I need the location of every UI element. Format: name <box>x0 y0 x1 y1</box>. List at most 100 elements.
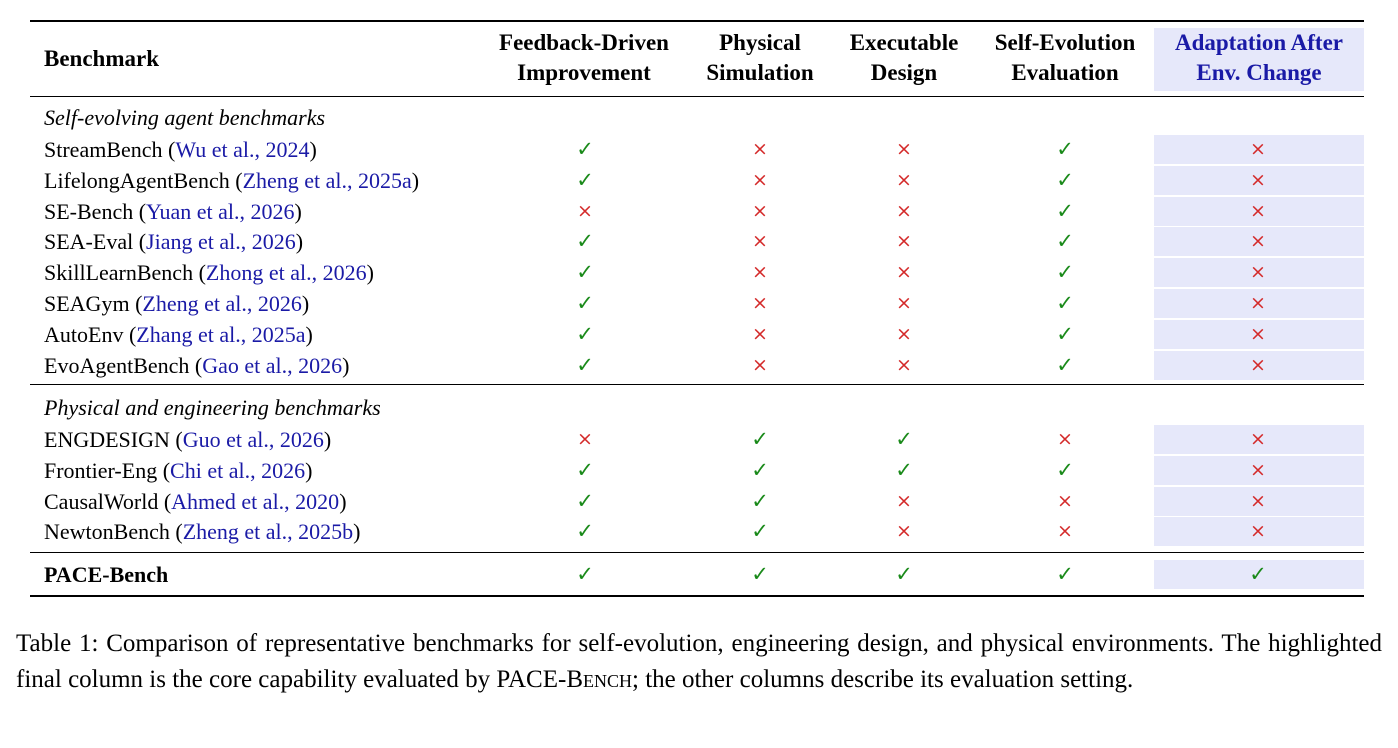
benchmark-name: SkillLearnBench <box>44 260 194 286</box>
check-icon: ✓ <box>576 291 594 315</box>
cite-close: ) <box>353 519 361 545</box>
cross-icon: × <box>896 168 912 191</box>
header-benchmark: Benchmark <box>44 46 159 71</box>
cite-close: ) <box>323 427 332 452</box>
row-label: SEA-Eval (Jiang et al., 2026) <box>44 226 303 257</box>
header-physical-line1: Physical <box>719 30 801 55</box>
header-selfevo-line2: Evaluation <box>1011 60 1119 85</box>
row-label: PACE-Bench <box>44 559 168 590</box>
header-adapt-line1: Adaptation After <box>1174 30 1344 55</box>
check-icon: ✓ <box>1056 457 1074 482</box>
check-icon: ✓ <box>1056 137 1074 161</box>
cross-icon: × <box>752 292 768 314</box>
top-rule <box>30 20 1364 22</box>
header-physical-simulation: Physical Simulation <box>690 28 830 88</box>
benchmark-name: NewtonBench <box>44 519 170 545</box>
cite-close: ) <box>295 229 304 255</box>
benchmark-name: Frontier-Eng <box>44 457 158 483</box>
row-label: EvoAgentBench (Gao et al., 2026) <box>44 350 349 381</box>
cite-open: ( <box>229 167 243 193</box>
cite-open: ( <box>158 488 172 514</box>
check-icon: ✓ <box>1056 352 1074 377</box>
table-row: SEA-Eval (Jiang et al., 2026) ✓ × × ✓ × <box>30 226 1364 257</box>
check-icon: ✓ <box>751 457 769 482</box>
caption-part1: Table 1: Comparison of representative be… <box>16 630 1382 693</box>
check-icon: ✓ <box>576 352 594 377</box>
cross-icon: × <box>752 261 768 284</box>
citation-link[interactable]: Chi et al., 2026 <box>170 457 306 483</box>
citation-link[interactable]: Gao et al., 2026 <box>202 352 343 378</box>
cite-close: ) <box>342 352 350 378</box>
header-executable-line2: Design <box>870 60 938 85</box>
table-row: AutoEnv (Zhang et al., 2025a) ✓ × × ✓ × <box>30 319 1364 350</box>
citation-link[interactable]: Zhang et al., 2025a <box>136 321 306 347</box>
highlight-cell <box>1154 517 1364 547</box>
citation-link[interactable]: Jiang et al., 2026 <box>146 229 296 255</box>
benchmark-name: PACE-Bench <box>44 562 169 587</box>
citation-link[interactable]: Zheng et al., 2026 <box>142 291 302 316</box>
cite-open: ( <box>133 229 147 255</box>
cross-icon: × <box>752 168 768 191</box>
cross-icon: × <box>896 520 912 543</box>
check-icon: ✓ <box>576 321 594 346</box>
cross-icon: × <box>1057 520 1073 543</box>
cross-icon: × <box>1250 520 1266 543</box>
cross-icon: × <box>896 199 912 222</box>
citation-link[interactable]: Ahmed et al., 2020 <box>171 488 340 514</box>
final-divider <box>30 552 1364 553</box>
bottom-rule <box>30 595 1364 597</box>
caption-part2: ; the other columns describe its evaluat… <box>632 666 1134 693</box>
table-row-final: PACE-Bench ✓ ✓ ✓ ✓ ✓ <box>30 559 1364 590</box>
header-adaptation: Adaptation After Env. Change <box>1154 28 1364 88</box>
benchmark-name: AutoEnv <box>44 321 124 347</box>
cross-icon: × <box>577 428 593 450</box>
highlight-cell <box>1154 135 1364 164</box>
header-executable-line1: Executable <box>849 30 959 55</box>
check-icon: ✓ <box>1056 321 1074 346</box>
cross-icon: × <box>1250 489 1266 512</box>
table-row: SkillLearnBench (Zhong et al., 2026) ✓ × × ✓… <box>30 257 1364 288</box>
citation-link[interactable]: Guo et al., 2026 <box>182 427 324 452</box>
check-icon: ✓ <box>751 519 769 544</box>
cite-close: ) <box>339 488 347 514</box>
cite-open: ( <box>157 457 171 483</box>
check-icon: ✓ <box>576 457 594 482</box>
cross-icon: × <box>1250 261 1266 284</box>
citation-link[interactable]: Zhong et al., 2026 <box>205 260 367 286</box>
citation-link[interactable]: Zheng et al., 2025b <box>182 519 354 545</box>
benchmark-name: EvoAgentBench <box>44 352 190 378</box>
citation-link[interactable]: Zheng et al., 2025a <box>242 167 412 193</box>
check-icon: ✓ <box>751 562 769 586</box>
header-physical-line2: Simulation <box>706 60 814 85</box>
check-icon: ✓ <box>1056 229 1074 254</box>
caption-pace: PACE-B <box>496 666 583 693</box>
cross-icon: × <box>896 322 912 345</box>
citation-link[interactable]: Yuan et al., 2026 <box>146 198 295 224</box>
cite-open: ( <box>123 321 137 347</box>
check-icon: ✓ <box>576 229 594 254</box>
cross-icon: × <box>1057 489 1073 512</box>
row-label: StreamBench (Wu et al., 2024) <box>44 134 317 165</box>
cross-icon: × <box>1250 230 1266 253</box>
cross-icon: × <box>896 489 912 512</box>
cite-open: ( <box>193 260 206 286</box>
benchmark-name: SE-Bench <box>44 198 134 224</box>
cross-icon: × <box>752 322 768 345</box>
cite-open: ( <box>169 427 183 452</box>
benchmark-name: StreamBench <box>44 137 163 162</box>
highlight-cell <box>1154 258 1364 288</box>
check-icon: ✓ <box>895 562 913 586</box>
header-feedback-line2: Improvement <box>517 60 651 85</box>
cross-icon: × <box>1250 292 1266 314</box>
section-title-self-evolving: Self-evolving agent benchmarks <box>44 105 326 130</box>
caption-pace-ench: ench <box>583 666 632 693</box>
header-adapt-line2: Env. Change <box>1196 60 1322 85</box>
cross-icon: × <box>896 138 912 160</box>
table-row: SE-Bench (Yuan et al., 2026) × × × ✓ × <box>30 196 1364 227</box>
cross-icon: × <box>1250 199 1266 222</box>
highlight-cell <box>1154 425 1364 454</box>
cross-icon: × <box>752 199 768 222</box>
citation-link[interactable]: Wu et al., 2024 <box>175 137 310 162</box>
highlight-header-bg <box>1154 28 1364 91</box>
row-label: SkillLearnBench (Zhong et al., 2026) <box>44 257 374 288</box>
